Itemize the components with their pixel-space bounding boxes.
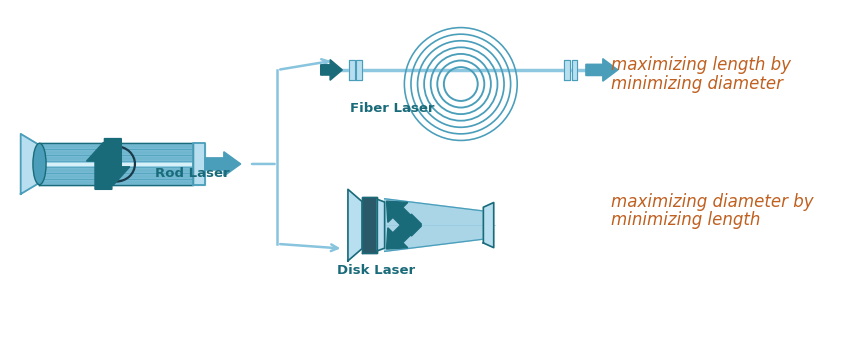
Polygon shape bbox=[349, 59, 354, 80]
Text: Rod Laser: Rod Laser bbox=[155, 167, 230, 180]
Polygon shape bbox=[40, 163, 192, 165]
Polygon shape bbox=[20, 134, 40, 194]
Polygon shape bbox=[205, 152, 241, 176]
Polygon shape bbox=[356, 59, 361, 80]
Polygon shape bbox=[361, 197, 376, 253]
Text: Disk Laser: Disk Laser bbox=[337, 264, 414, 277]
Polygon shape bbox=[386, 201, 421, 236]
Polygon shape bbox=[386, 214, 421, 249]
Polygon shape bbox=[320, 59, 342, 80]
Polygon shape bbox=[483, 203, 493, 248]
Polygon shape bbox=[564, 59, 569, 80]
Text: minimizing diameter: minimizing diameter bbox=[610, 75, 782, 93]
Text: minimizing length: minimizing length bbox=[610, 211, 760, 229]
Polygon shape bbox=[40, 162, 192, 166]
Polygon shape bbox=[384, 199, 483, 251]
Polygon shape bbox=[40, 156, 192, 160]
Polygon shape bbox=[40, 144, 192, 148]
Polygon shape bbox=[585, 59, 617, 81]
Polygon shape bbox=[192, 143, 205, 185]
Polygon shape bbox=[40, 180, 192, 184]
Polygon shape bbox=[571, 59, 576, 80]
Polygon shape bbox=[40, 150, 192, 154]
Text: Fiber Laser: Fiber Laser bbox=[349, 102, 434, 115]
Polygon shape bbox=[348, 189, 361, 261]
Text: maximizing diameter by: maximizing diameter by bbox=[610, 193, 813, 211]
Polygon shape bbox=[86, 142, 120, 189]
Ellipse shape bbox=[33, 143, 46, 185]
Polygon shape bbox=[40, 174, 192, 178]
Polygon shape bbox=[96, 139, 130, 185]
Text: maximizing length by: maximizing length by bbox=[610, 56, 790, 74]
Polygon shape bbox=[40, 143, 192, 185]
Polygon shape bbox=[40, 168, 192, 172]
Polygon shape bbox=[376, 199, 384, 251]
